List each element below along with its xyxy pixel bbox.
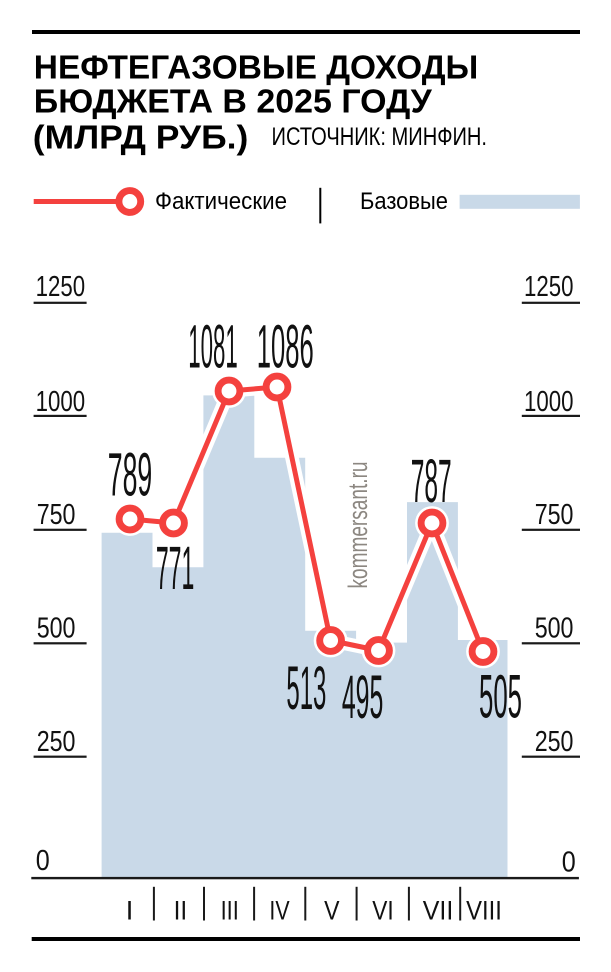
svg-text:750: 750 [535, 499, 574, 531]
svg-text:505: 505 [479, 663, 522, 732]
svg-text:Фактические: Фактические [155, 188, 287, 215]
svg-text:1000: 1000 [36, 386, 86, 418]
svg-text:250: 250 [535, 726, 574, 758]
svg-text:1250: 1250 [524, 271, 574, 303]
svg-text:500: 500 [535, 612, 574, 644]
svg-text:750: 750 [37, 499, 76, 531]
svg-text:I: I [126, 895, 134, 926]
svg-text:0: 0 [562, 847, 576, 879]
svg-text:1250: 1250 [36, 271, 86, 303]
svg-text:513: 513 [286, 654, 326, 723]
svg-text:1000: 1000 [524, 386, 574, 418]
svg-text:НЕФТЕГАЗОВЫЕ ДОХОДЫ: НЕФТЕГАЗОВЫЕ ДОХОДЫ [34, 49, 479, 86]
svg-text:Базовые: Базовые [360, 188, 448, 215]
svg-text:VII: VII [423, 895, 454, 926]
svg-text:V: V [324, 895, 340, 926]
svg-text:VI: VI [372, 895, 393, 926]
svg-text:787: 787 [411, 447, 452, 516]
svg-text:0: 0 [36, 845, 50, 877]
svg-text:250: 250 [37, 726, 76, 758]
svg-text:БЮДЖЕТА В 2025 ГОДУ: БЮДЖЕТА В 2025 ГОДУ [34, 83, 433, 120]
svg-text:IV: IV [269, 895, 290, 926]
svg-text:1086: 1086 [257, 313, 314, 382]
svg-text:kommersant.ru: kommersant.ru [343, 462, 373, 589]
svg-text:III: III [221, 895, 239, 926]
svg-text:VIII: VIII [466, 895, 502, 926]
svg-text:495: 495 [342, 663, 384, 732]
svg-text:1081: 1081 [188, 313, 238, 382]
svg-text:ИСТОЧНИК: МИНФИН.: ИСТОЧНИК: МИНФИН. [272, 123, 488, 151]
svg-text:(МЛРД РУБ.): (МЛРД РУБ.) [33, 120, 249, 157]
svg-text:500: 500 [37, 612, 76, 644]
svg-text:II: II [174, 895, 188, 926]
svg-text:789: 789 [108, 440, 153, 509]
svg-text:771: 771 [156, 534, 195, 603]
